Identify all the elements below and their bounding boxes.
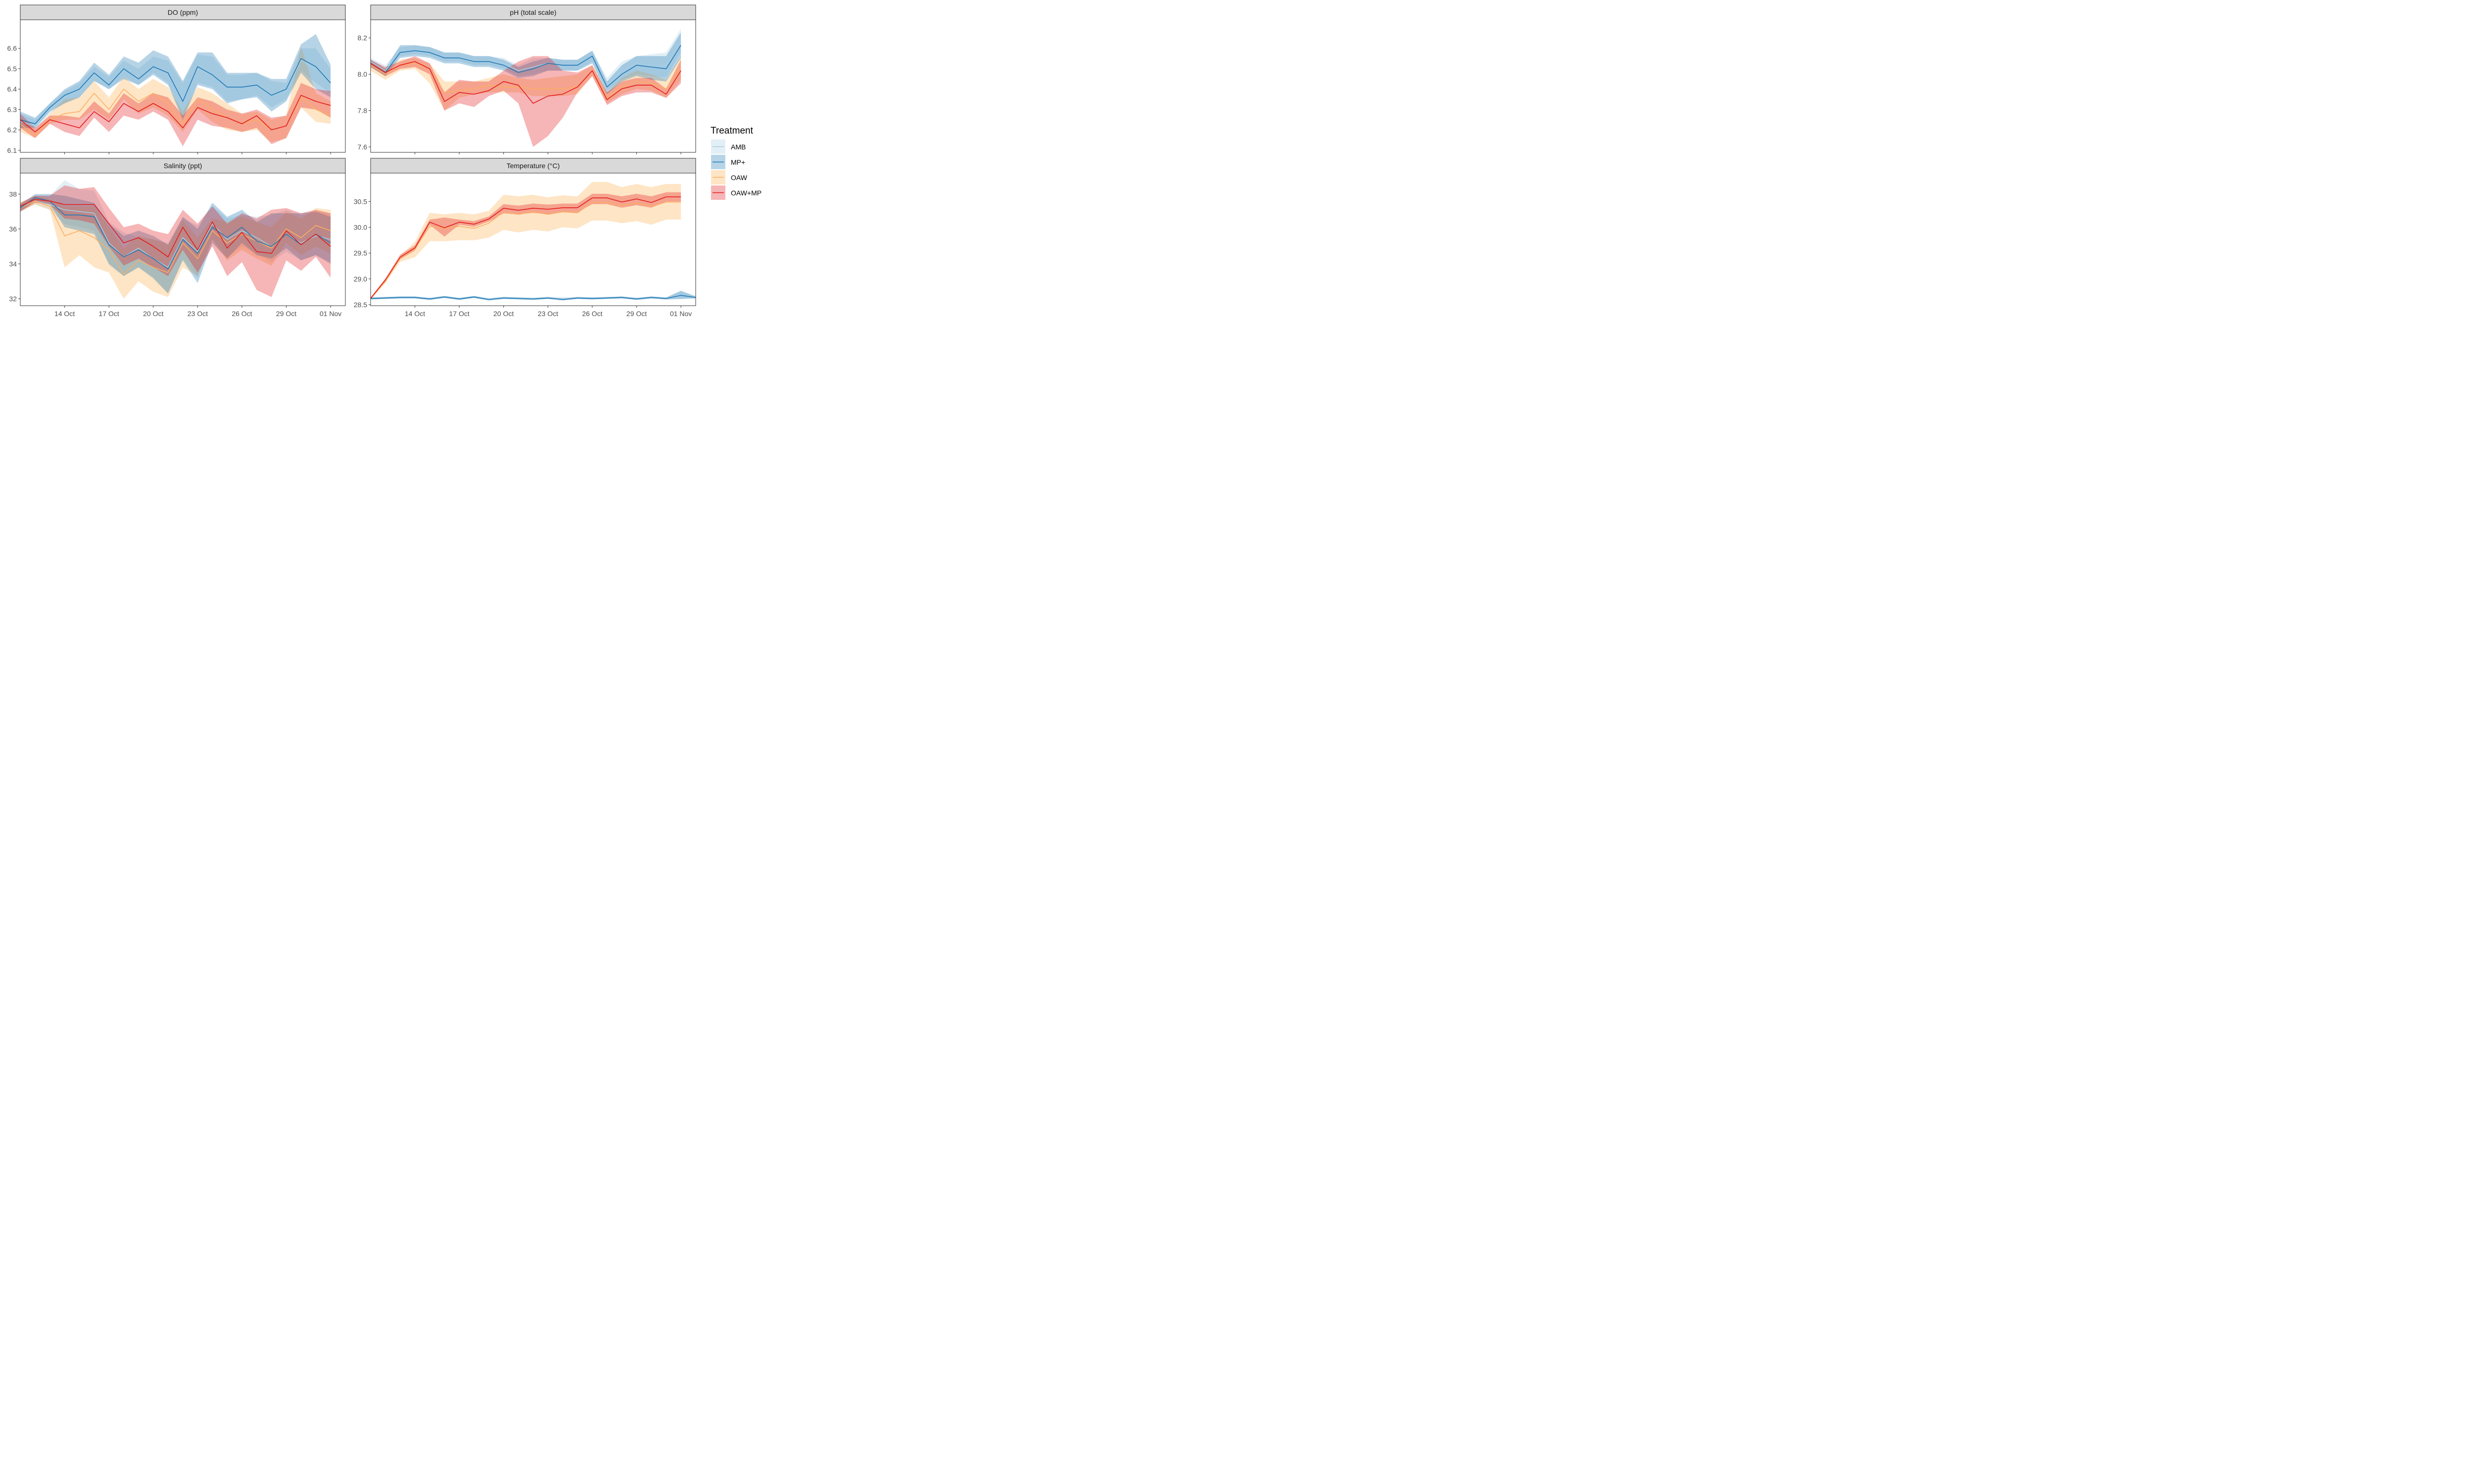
panels-layer: DO (ppm) 6.1 6.2 6.3 6.4 6.5 6.6 pH (total scal…	[7, 4, 696, 318]
series-line-oaw-mp	[371, 61, 681, 104]
y-tick-label: 7.8	[358, 107, 368, 115]
series-line-mp	[20, 58, 331, 125]
legend-label: AMB	[731, 143, 746, 151]
y-tick-label: 29.0	[354, 275, 367, 283]
ribbon-amb	[371, 29, 681, 91]
x-tick-label: 29 Oct	[276, 310, 296, 318]
y-tick-label: 6.4	[7, 85, 17, 93]
panel-strip	[370, 158, 696, 174]
y-tick-label: 38	[9, 190, 17, 198]
x-tick-label: 20 Oct	[493, 310, 514, 318]
x-tick-label: 01 Nov	[670, 310, 692, 318]
x-tick-label: 23 Oct	[538, 310, 558, 318]
panel-title: DO (ppm)	[168, 8, 198, 16]
y-tick-label: 8.0	[358, 70, 368, 78]
series-line-oaw	[371, 201, 681, 299]
x-tick-label: 29 Oct	[626, 310, 647, 318]
y-tick-label: 28.5	[354, 301, 367, 309]
ribbon-amb	[20, 180, 331, 294]
panel-temperature-c: Temperature (°C) 28.5 29.0 29.5 30.0 30.5 14 O…	[354, 158, 696, 318]
panel-strip	[20, 4, 346, 20]
legend-item-oaw: OAW	[711, 170, 748, 185]
panel-title: Salinity (ppt)	[164, 162, 202, 170]
x-tick-label: 26 Oct	[232, 310, 252, 318]
panel-strip	[370, 4, 696, 20]
panel-do-ppm: DO (ppm) 6.1 6.2 6.3 6.4 6.5 6.6	[7, 4, 346, 154]
ribbon-oaw-mp	[371, 192, 681, 300]
series-line-mp	[371, 45, 681, 88]
plot-area	[371, 29, 681, 147]
legend-label: OAW+MP	[731, 189, 761, 197]
y-tick-label: 32	[9, 295, 17, 303]
y-tick-label: 29.5	[354, 249, 367, 257]
series-line-oaw	[371, 63, 681, 98]
x-tick-label: 26 Oct	[582, 310, 602, 318]
y-tick-label: 6.6	[7, 45, 17, 52]
y-tick-label: 6.3	[7, 105, 17, 113]
legend: Treatment AMB MP+ OAW OAW+MP	[711, 126, 761, 200]
ribbon-amb	[20, 48, 331, 130]
series-line-amb	[20, 60, 331, 127]
legend-item-amb: AMB	[711, 139, 746, 154]
panel-frame	[20, 173, 346, 306]
legend-item-mp: MP+	[711, 155, 745, 169]
y-tick-label: 6.2	[7, 126, 17, 134]
legend-label: OAW	[731, 174, 748, 182]
y-tick-label: 8.2	[358, 34, 368, 42]
panel-salinity-ppt: Salinity (ppt) 32 34 36 38 14 Oct 17 Oct 20 Oct…	[9, 158, 346, 318]
series-line-oaw-mp	[20, 94, 331, 133]
series-line-mp	[371, 295, 696, 300]
y-tick-label: 6.1	[7, 146, 17, 154]
x-tick-label: 17 Oct	[449, 310, 470, 318]
y-tick-label: 34	[9, 260, 17, 268]
legend-item-oaw-mp: OAW+MP	[711, 186, 761, 200]
panel-frame	[370, 19, 696, 153]
y-tick-label: 36	[9, 225, 17, 233]
y-tick-label: 7.6	[358, 143, 368, 151]
ribbon-oaw	[371, 182, 681, 300]
series-line-oaw-mp	[371, 196, 681, 299]
ribbon-oaw	[20, 46, 331, 142]
legend-title: Treatment	[711, 126, 754, 136]
x-tick-label: 17 Oct	[99, 310, 119, 318]
series-line-oaw-mp	[20, 199, 331, 258]
faceted-line-chart: DO (ppm) 6.1 6.2 6.3 6.4 6.5 6.6 pH (total scal…	[7, 4, 761, 318]
ribbon-mp	[20, 34, 331, 128]
y-tick-label: 6.5	[7, 65, 17, 73]
y-tick-label: 30.0	[354, 223, 367, 231]
plot-area	[371, 182, 696, 301]
x-tick-label: 23 Oct	[188, 310, 208, 318]
ribbon-oaw-mp	[20, 83, 331, 146]
legend-label: MP+	[731, 158, 745, 166]
panel-title: Temperature (°C)	[507, 162, 560, 170]
ribbon-oaw-mp	[371, 56, 681, 147]
ribbon-mp	[20, 194, 331, 294]
panel-frame	[20, 19, 346, 153]
ribbon-oaw	[371, 56, 681, 111]
x-tick-label: 20 Oct	[143, 310, 163, 318]
panel-frame	[370, 173, 696, 306]
panel-ph-total-scale: pH (total scale) 7.6 7.8 8.0 8.2	[358, 4, 696, 154]
series-line-oaw	[20, 200, 331, 275]
panel-title: pH (total scale)	[510, 8, 556, 16]
plot-area	[20, 180, 331, 299]
series-line-mp	[20, 197, 331, 270]
x-tick-label: 14 Oct	[405, 310, 425, 318]
y-tick-label: 30.5	[354, 197, 367, 205]
x-tick-label: 01 Nov	[320, 310, 341, 318]
x-tick-label: 14 Oct	[54, 310, 75, 318]
plot-area	[20, 34, 331, 146]
